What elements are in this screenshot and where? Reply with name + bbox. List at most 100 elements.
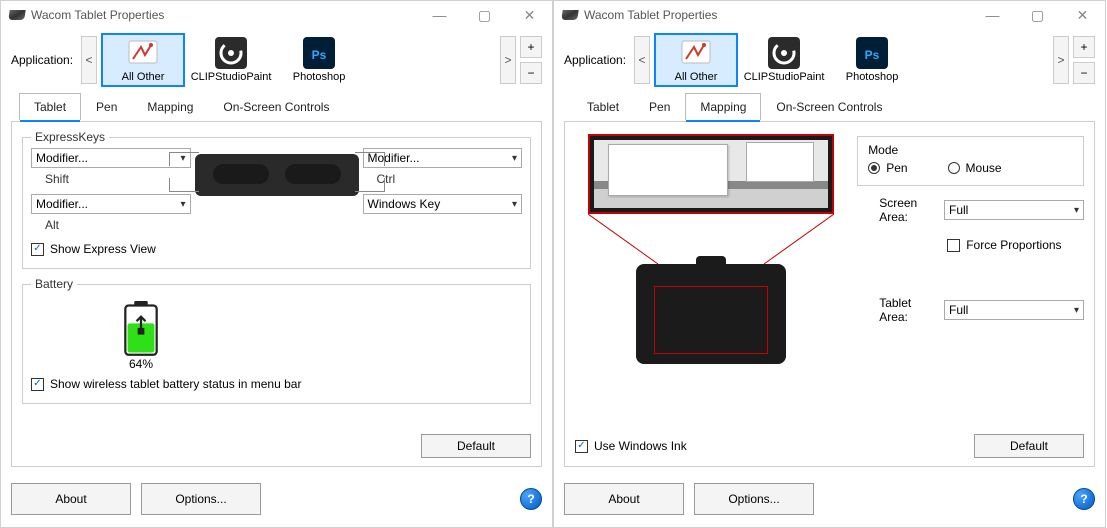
battery-percent: 64%: [129, 357, 153, 371]
application-list: All Other CLIPStudioPaint Ps Photoshop: [654, 33, 1049, 87]
ek-bl-combo[interactable]: Modifier...▾: [31, 194, 191, 214]
app-item-photoshop[interactable]: Ps Photoshop: [277, 33, 361, 87]
tablet-area-combo[interactable]: Full ▾: [944, 300, 1084, 320]
ek-br-combo[interactable]: Windows Key▾: [363, 194, 523, 214]
screen-preview[interactable]: [588, 134, 834, 214]
mode-label: Mode: [868, 143, 1073, 157]
radio-label: Mouse: [966, 161, 1002, 175]
app-label: All Other: [675, 71, 718, 83]
app-remove-button[interactable]: −: [1073, 62, 1095, 84]
tab-mapping[interactable]: Mapping: [685, 93, 761, 120]
bottom-bar: About Options... ?: [1, 475, 552, 527]
bottom-bar: About Options... ?: [554, 475, 1105, 527]
tab-tablet[interactable]: Tablet: [572, 93, 634, 120]
application-row: Application: < All Other CLIPStudioPaint…: [1, 29, 552, 93]
checkbox-label: Force Proportions: [966, 238, 1061, 252]
app-item-photoshop[interactable]: Ps Photoshop: [830, 33, 914, 87]
app-add-remove: + −: [520, 36, 542, 84]
application-list: All Other CLIPStudioPaint Ps Photoshop: [101, 33, 496, 87]
checkbox-label: Show Express View: [50, 242, 156, 256]
checkbox-label: Use Windows Ink: [594, 439, 687, 453]
tab-content-tablet: ExpressKeys Modifier...▾ Shift Modifier.…: [11, 121, 542, 467]
tab-onscreen[interactable]: On-Screen Controls: [761, 93, 897, 120]
default-button[interactable]: Default: [974, 434, 1084, 458]
checkbox-icon: ✓: [31, 243, 44, 256]
show-express-view-checkbox[interactable]: ✓ Show Express View: [31, 238, 522, 260]
app-item-all-other[interactable]: All Other: [654, 33, 738, 87]
use-windows-ink-checkbox[interactable]: ✓ Use Windows Ink: [575, 435, 687, 457]
close-button[interactable]: ✕: [507, 1, 552, 29]
app-label: Photoshop: [293, 71, 346, 83]
help-button[interactable]: ?: [1073, 488, 1095, 510]
screen-area-row: Screen Area: Full▾: [879, 196, 1084, 224]
application-label: Application:: [11, 53, 73, 67]
chevron-down-icon: ▾: [1074, 205, 1079, 216]
radio-label: Pen: [886, 161, 907, 175]
app-scroll-left[interactable]: <: [634, 36, 650, 84]
default-button[interactable]: Default: [421, 434, 531, 458]
app-item-all-other[interactable]: All Other: [101, 33, 185, 87]
about-button[interactable]: About: [564, 483, 684, 515]
app-scroll-right[interactable]: >: [1053, 36, 1069, 84]
app-add-button[interactable]: +: [1073, 36, 1095, 58]
all-other-icon: [680, 37, 712, 69]
tab-content-mapping: Mode Pen Mouse Screen Area: F: [564, 121, 1095, 467]
ek-tl-combo[interactable]: Modifier...▾: [31, 148, 191, 168]
app-item-clipstudio[interactable]: CLIPStudioPaint: [189, 33, 273, 87]
options-button[interactable]: Options...: [694, 483, 814, 515]
application-row: Application: < All Other CLIPStudioPaint…: [554, 29, 1105, 93]
mode-pen-radio[interactable]: Pen: [868, 161, 907, 175]
screen-area-combo[interactable]: Full▾: [944, 200, 1084, 220]
window-controls: — ▢ ✕: [970, 1, 1105, 29]
show-battery-status-checkbox[interactable]: ✓ Show wireless tablet battery status in…: [31, 373, 522, 395]
force-proportions-checkbox[interactable]: Force Proportions: [947, 234, 1084, 256]
tab-mapping[interactable]: Mapping: [132, 93, 208, 120]
ek-bl-sub: Alt: [31, 216, 191, 238]
chevron-down-icon: ▾: [1074, 305, 1079, 316]
app-label: CLIPStudioPaint: [191, 71, 272, 83]
tablet-preview[interactable]: [636, 264, 786, 364]
app-scroll-right[interactable]: >: [500, 36, 516, 84]
app-add-button[interactable]: +: [520, 36, 542, 58]
close-button[interactable]: ✕: [1060, 1, 1105, 29]
ek-tl-sub: Shift: [31, 170, 191, 192]
minimize-button[interactable]: —: [417, 1, 462, 29]
help-button[interactable]: ?: [520, 488, 542, 510]
expresskeys-legend: ExpressKeys: [31, 130, 109, 144]
checkbox-icon: ✓: [575, 440, 588, 453]
app-label: Photoshop: [846, 71, 899, 83]
titlebar: Wacom Tablet Properties — ▢ ✕: [554, 1, 1105, 29]
app-item-clipstudio[interactable]: CLIPStudioPaint: [742, 33, 826, 87]
minimize-button[interactable]: —: [970, 1, 1015, 29]
ek-tr-sub: Ctrl: [363, 170, 523, 192]
options-button[interactable]: Options...: [141, 483, 261, 515]
window-controls: — ▢ ✕: [417, 1, 552, 29]
ek-tr-combo[interactable]: Modifier...▾: [363, 148, 523, 168]
battery-indicator: 64%: [101, 301, 181, 371]
window-title: Wacom Tablet Properties: [31, 8, 417, 22]
tablet-area-label: Tablet Area:: [879, 296, 936, 324]
svg-text:Ps: Ps: [865, 48, 880, 62]
ek-right-column: Modifier...▾ Ctrl Windows Key▾: [363, 148, 523, 224]
combo-value: Full: [949, 303, 968, 317]
chevron-down-icon: ▾: [512, 199, 517, 210]
photoshop-icon: Ps: [303, 37, 335, 69]
tab-onscreen[interactable]: On-Screen Controls: [208, 93, 344, 120]
tab-pen[interactable]: Pen: [81, 93, 132, 120]
tab-pen[interactable]: Pen: [634, 93, 685, 120]
window-title: Wacom Tablet Properties: [584, 8, 970, 22]
maximize-button[interactable]: ▢: [462, 1, 507, 29]
screen-area-label: Screen Area:: [879, 196, 936, 224]
about-button[interactable]: About: [11, 483, 131, 515]
app-icon: [9, 10, 25, 20]
tab-bar: Tablet Pen Mapping On-Screen Controls: [562, 93, 1097, 121]
all-other-icon: [127, 37, 159, 69]
tab-tablet[interactable]: Tablet: [19, 93, 81, 120]
mode-mouse-radio[interactable]: Mouse: [948, 161, 1002, 175]
app-label: CLIPStudioPaint: [744, 71, 825, 83]
mapping-diagram: [575, 130, 847, 434]
maximize-button[interactable]: ▢: [1015, 1, 1060, 29]
app-remove-button[interactable]: −: [520, 62, 542, 84]
tablet-area-row: Tablet Area: Full ▾: [879, 296, 1084, 324]
app-scroll-left[interactable]: <: [81, 36, 97, 84]
